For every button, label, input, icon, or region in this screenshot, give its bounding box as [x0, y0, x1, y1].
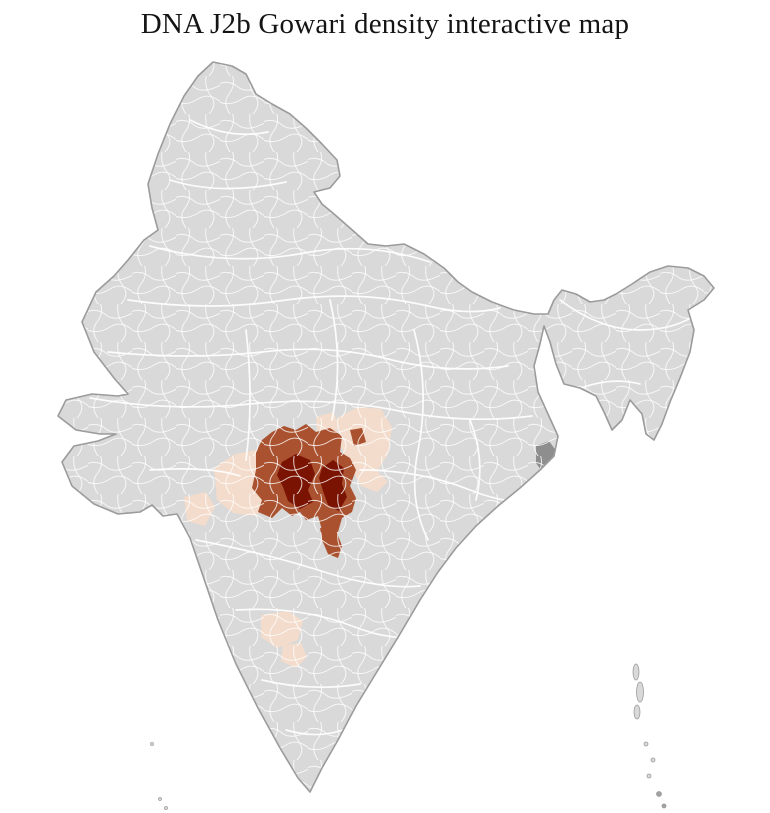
nicobar-island[interactable]	[646, 773, 652, 779]
nicobar-island[interactable]	[650, 757, 656, 763]
andaman-island[interactable]	[632, 663, 640, 681]
andaman-island[interactable]	[636, 681, 644, 703]
andaman-island[interactable]	[643, 741, 649, 747]
page-title: DNA J2b Gowari density interactive map	[140, 8, 630, 40]
island-chains	[150, 663, 667, 810]
lakshadweep-island[interactable]	[150, 742, 154, 746]
lakshadweep-island[interactable]	[164, 806, 168, 810]
nicobar-island[interactable]	[661, 803, 667, 809]
andaman-island[interactable]	[633, 704, 641, 720]
nicobar-island[interactable]	[656, 791, 662, 797]
lakshadweep-island[interactable]	[158, 797, 162, 801]
choropleth-layers	[58, 62, 714, 792]
